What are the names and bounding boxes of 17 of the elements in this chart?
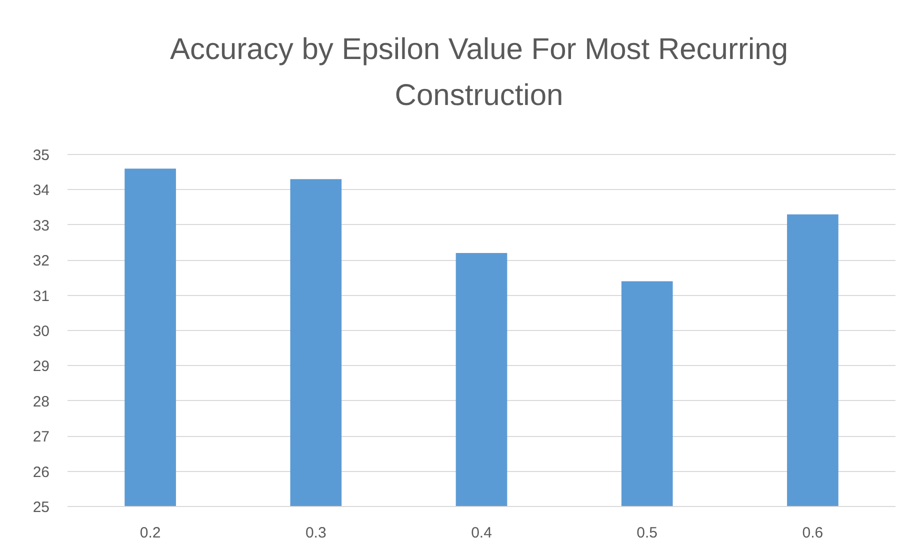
x-tick-label: 0.5 (636, 524, 658, 542)
chart-title: Accuracy by Epsilon Value For Most Recurring Construction (168, 32, 790, 114)
x-tick-label: 0.3 (305, 524, 326, 542)
y-tick-label: 33 (32, 217, 50, 234)
y-tick-label: 31 (32, 288, 50, 305)
y-tick-label: 28 (32, 393, 50, 410)
y-tick-label: 25 (32, 499, 50, 516)
x-tick-label: 0.6 (802, 524, 824, 542)
y-tick-label: 27 (32, 428, 50, 446)
y-tick-label: 34 (32, 182, 50, 200)
y-tick-label: 32 (32, 252, 50, 270)
x-tick-label: 0.4 (471, 524, 492, 542)
y-tick-label: 29 (32, 358, 50, 376)
x-tick-label: 0.2 (140, 524, 161, 542)
y-tick-label: 30 (32, 323, 50, 340)
y-tick-label: 35 (32, 147, 50, 164)
y-tick-label: 26 (32, 464, 50, 481)
